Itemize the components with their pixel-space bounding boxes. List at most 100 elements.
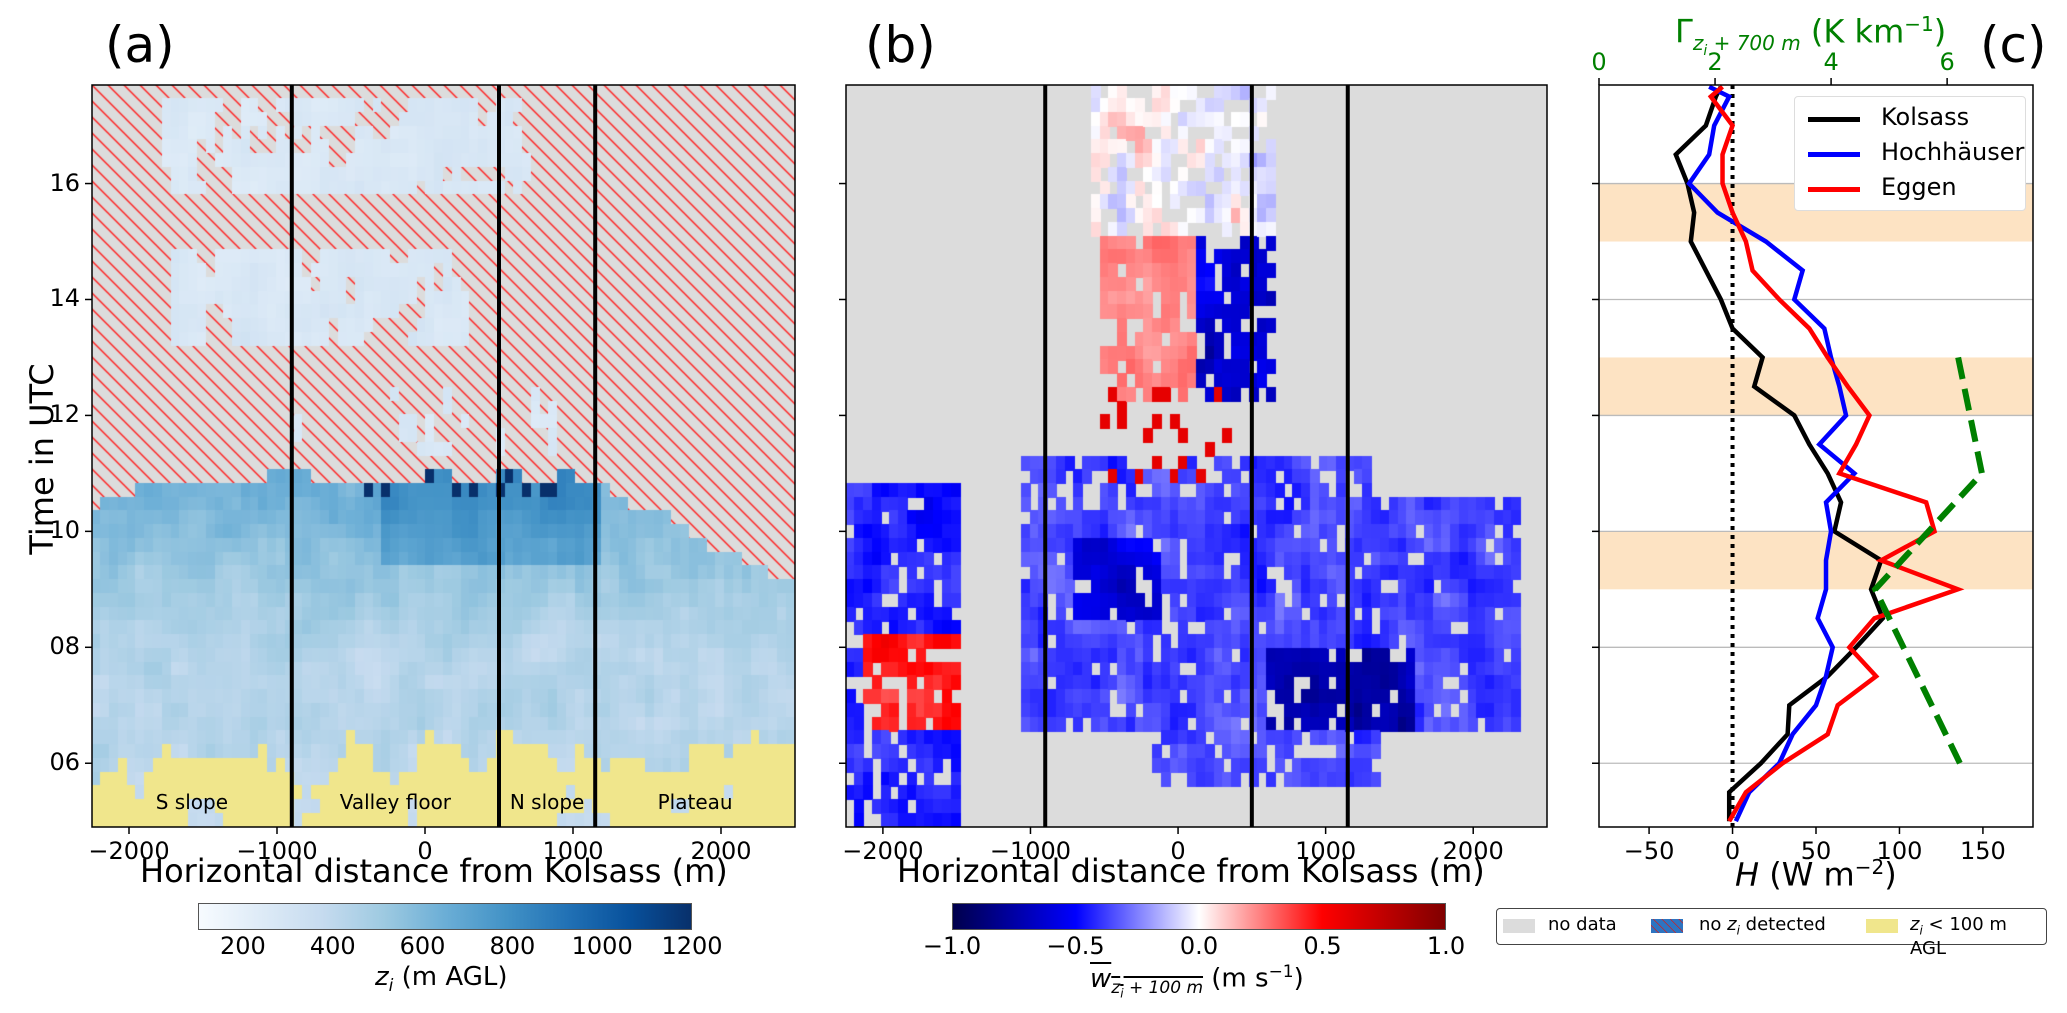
legend-kolsass-swatch — [1808, 117, 1860, 122]
panel-c-top-axis-label: Γzi + 700 m (K km−1) — [1675, 12, 1946, 59]
x-tick-label: 2000 — [690, 837, 752, 865]
top-label-exp: −1 — [1904, 12, 1934, 36]
top-x-tick-label: 6 — [1939, 48, 1955, 76]
low-zi-post: < 100 m AGL — [1910, 914, 2007, 959]
x-tick-label: 150 — [1960, 837, 2006, 865]
cb-a-var: z — [375, 962, 389, 992]
panel-c-letter: (c) — [1980, 16, 2047, 74]
x-tick-label: −1000 — [989, 837, 1072, 865]
legend-hochhaeuser: Hochhäuser — [1805, 138, 2025, 170]
panel-a-ylabel: Time in UTC — [23, 363, 61, 555]
legend-no-data-swatch — [1503, 919, 1535, 933]
cb-a-sub: i — [388, 976, 394, 997]
panel-a-heatmap — [92, 85, 795, 827]
no-zi-var: z — [1727, 914, 1737, 935]
y-tick-label: 14 — [49, 284, 80, 313]
x-tick-label: −2000 — [842, 837, 924, 865]
region-label-n-slope: N slope — [509, 790, 585, 814]
top-x-tick-label: 0 — [1591, 48, 1607, 76]
cb-b-subrest: + 100 m — [1123, 977, 1204, 998]
cb-b-exp: −1 — [1268, 962, 1294, 982]
cb-b-var: w — [1090, 963, 1112, 994]
colorbar-tick-label: 1000 — [571, 932, 633, 960]
x-tick-label: 100 — [1876, 837, 1923, 865]
c-xlabel-close: ) — [1884, 855, 1897, 894]
series-line-lapserate — [1871, 356, 1986, 765]
legend-hochhaeuser-label: Hochhäuser — [1881, 138, 2025, 166]
colorbar-tick-label: 0.5 — [1303, 932, 1342, 960]
top-x-tick-label: 2 — [1707, 48, 1723, 76]
cb-b-subsub: i — [1120, 986, 1124, 1001]
panel-b-letter: (b) — [865, 16, 936, 74]
x-tick-label: 2000 — [1442, 837, 1504, 865]
series-line-hochhuser — [1686, 84, 1858, 823]
cb-b-close: ) — [1293, 963, 1304, 994]
y-tick-label: 08 — [49, 632, 80, 661]
panel-a-frame — [91, 84, 796, 828]
legend-hochhaeuser-swatch — [1808, 152, 1860, 157]
y-tick-label: 06 — [49, 748, 80, 777]
panel-c-legend: Kolsass Hochhäuser Eggen — [1794, 96, 2026, 211]
panel-b-colorbar-label: wzi + 100 m (m s−1) — [1090, 962, 1304, 1000]
colorbar-tick-label: 600 — [399, 932, 446, 960]
panel-b-overlay — [839, 84, 1548, 834]
low-zi-var: z — [1910, 914, 1920, 935]
top-label-rest: (K km — [1800, 12, 1905, 51]
top-label-close: ) — [1933, 12, 1947, 51]
top-label-subsub: i — [1703, 43, 1708, 60]
colorbar-tick-label: 200 — [220, 932, 266, 960]
colorbar-tick-label: 400 — [309, 932, 356, 960]
x-tick-label: 50 — [1800, 837, 1832, 865]
panel-b-colorbar — [952, 903, 1446, 930]
cb-a-rest: (m AGL) — [393, 962, 508, 992]
series-line-eggen — [1707, 85, 1965, 823]
x-tick-label: −2000 — [88, 837, 170, 865]
x-tick-label: 0 — [417, 837, 433, 865]
top-label-sym: Γ — [1675, 12, 1693, 51]
y-tick-label: 12 — [49, 400, 80, 429]
c-xlabel-rest: (W m — [1759, 855, 1855, 894]
no-zi-sub: i — [1736, 923, 1740, 938]
legend-no-data-label: no data — [1548, 914, 1617, 935]
x-tick-label: −50 — [1623, 837, 1675, 865]
panel-b-xlabel: Horizontal distance from Kolsass (m) — [897, 852, 1485, 890]
cb-b-rest: (m s — [1203, 963, 1269, 994]
panel-b-heatmap — [846, 85, 1547, 827]
colorbar-tick-label: 800 — [489, 932, 536, 960]
legend-eggen-label: Eggen — [1881, 173, 1957, 201]
c-xlabel-var: H — [1735, 855, 1760, 894]
x-tick-label: 0 — [1724, 837, 1741, 865]
region-label-valley-floor: Valley floor — [339, 790, 452, 814]
panel-b-frame — [845, 84, 1548, 828]
panel-a-colorbar-label: zi (m AGL) — [375, 962, 508, 996]
c-xlabel-exp: −2 — [1854, 855, 1885, 879]
colorbar-tick-label: 1200 — [661, 932, 723, 960]
panel-c-xlabel: H (W m−2) — [1735, 855, 1897, 894]
shared-legend: no data no zi detected zi < 100 m AGL — [1496, 908, 2047, 959]
y-tick-label: 16 — [49, 168, 80, 197]
legend-eggen-swatch — [1808, 187, 1860, 192]
legend-eggen: Eggen — [1805, 173, 2025, 205]
legend-kolsass-label: Kolsass — [1881, 103, 1970, 131]
x-tick-label: −1000 — [236, 837, 318, 865]
legend-kolsass: Kolsass — [1805, 103, 2025, 135]
panel-a-colorbar — [198, 903, 692, 930]
top-label-sub: z — [1692, 31, 1704, 56]
region-label-s-slope: S slope — [155, 790, 229, 814]
panel-a-xlabel: Horizontal distance from Kolsass (m) — [140, 852, 728, 890]
no-zi-post: detected — [1739, 914, 1826, 935]
colorbar-tick-label: −1.0 — [922, 932, 982, 960]
top-label-subrest: + 700 m — [1707, 31, 1801, 56]
y-tick-label: 10 — [49, 516, 80, 545]
colorbar-tick-label: 1.0 — [1426, 932, 1466, 960]
colorbar-tick-label: −0.5 — [1046, 932, 1105, 960]
legend-low-zi-swatch — [1866, 919, 1898, 933]
top-x-tick-label: 4 — [1823, 48, 1839, 76]
x-tick-label: 1000 — [542, 837, 604, 865]
series-line-kolsass — [1673, 85, 1886, 822]
low-zi-sub: i — [1919, 923, 1923, 938]
cb-b-sub: z — [1111, 977, 1121, 998]
region-label-plateau: Plateau — [657, 790, 733, 814]
panel-a-overlay — [85, 84, 796, 834]
legend-no-zi-swatch — [1651, 919, 1683, 933]
